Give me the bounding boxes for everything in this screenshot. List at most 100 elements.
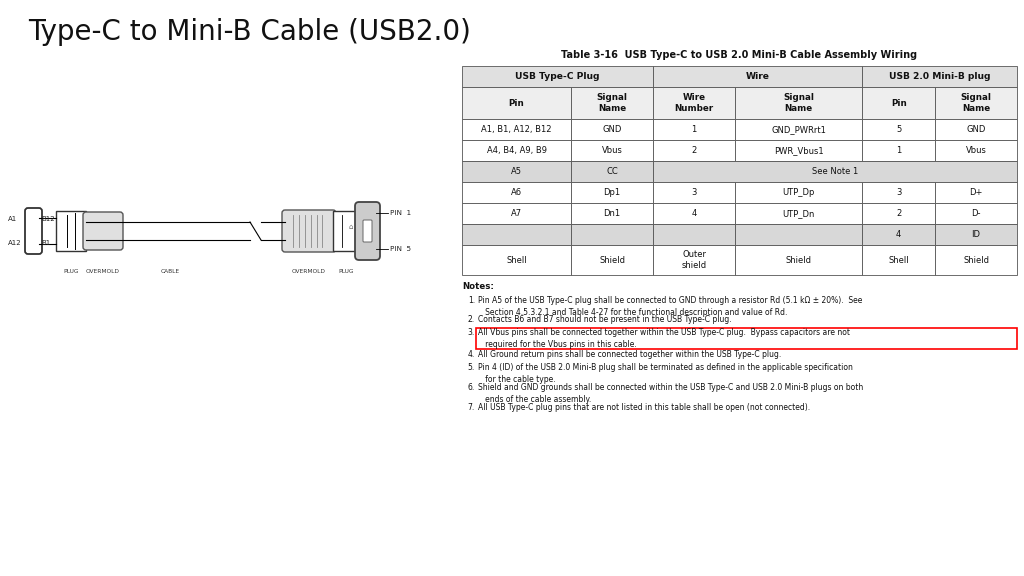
Text: Notes:: Notes:	[462, 282, 494, 291]
FancyBboxPatch shape	[282, 210, 336, 252]
Text: A7: A7	[511, 209, 522, 218]
Text: ID: ID	[972, 230, 981, 239]
Text: 1.: 1.	[468, 296, 475, 305]
Text: PLUG: PLUG	[63, 269, 79, 274]
Bar	[735, 87, 862, 119]
Text: USB 2.0 Mini-B plug: USB 2.0 Mini-B plug	[889, 72, 990, 81]
Bar	[462, 161, 571, 182]
FancyBboxPatch shape	[355, 202, 380, 260]
Bar	[333, 211, 359, 251]
Bar	[462, 203, 571, 224]
Text: ⌂: ⌂	[349, 224, 353, 230]
Bar	[56, 211, 86, 251]
Text: PLUG: PLUG	[338, 269, 353, 274]
Bar	[935, 245, 1017, 275]
Text: A1: A1	[8, 216, 17, 222]
Text: Pin: Pin	[509, 98, 524, 108]
Bar	[862, 87, 935, 119]
Text: Wire
Number: Wire Number	[675, 93, 714, 113]
Text: D-: D-	[972, 209, 981, 218]
Bar	[735, 119, 862, 140]
Bar	[653, 203, 735, 224]
Text: 3.: 3.	[468, 328, 475, 337]
Text: 3: 3	[691, 188, 696, 197]
Text: 5: 5	[896, 125, 901, 134]
Text: OVERMOLD: OVERMOLD	[86, 269, 120, 274]
Text: Vbus: Vbus	[602, 146, 623, 155]
Text: UTP_Dn: UTP_Dn	[782, 209, 815, 218]
Text: A6: A6	[511, 188, 522, 197]
Bar	[571, 87, 653, 119]
Text: 7.: 7.	[468, 403, 475, 412]
Text: OVERMOLD: OVERMOLD	[292, 269, 326, 274]
Bar	[571, 140, 653, 161]
Bar	[653, 182, 735, 203]
Bar	[862, 224, 935, 245]
Bar	[735, 203, 862, 224]
Bar	[935, 87, 1017, 119]
Text: Dp1: Dp1	[603, 188, 621, 197]
Bar	[653, 161, 1017, 182]
Text: 1: 1	[691, 125, 696, 134]
Bar	[935, 119, 1017, 140]
Text: 6.: 6.	[468, 383, 475, 392]
Text: Signal
Name: Signal Name	[783, 93, 814, 113]
Bar	[462, 66, 653, 87]
Text: Table 3-16  USB Type-C to USB 2.0 Mini-B Cable Assembly Wiring: Table 3-16 USB Type-C to USB 2.0 Mini-B …	[561, 50, 918, 60]
Text: See Note 1: See Note 1	[812, 167, 858, 176]
Text: 4: 4	[691, 209, 696, 218]
Bar	[571, 161, 653, 182]
Bar	[653, 140, 735, 161]
Bar	[862, 119, 935, 140]
Text: PIN  1: PIN 1	[390, 210, 411, 216]
Text: Shell: Shell	[889, 256, 909, 264]
Text: Shield and GND grounds shall be connected within the USB Type-C and USB 2.0 Mini: Shield and GND grounds shall be connecte…	[478, 383, 863, 404]
Text: All Ground return pins shall be connected together within the USB Type-C plug.: All Ground return pins shall be connecte…	[478, 350, 781, 359]
Text: PWR_Vbus1: PWR_Vbus1	[774, 146, 823, 155]
Bar	[571, 245, 653, 275]
Bar	[462, 140, 571, 161]
Text: 4: 4	[896, 230, 901, 239]
Bar	[571, 203, 653, 224]
Bar	[935, 140, 1017, 161]
Bar	[653, 224, 735, 245]
Text: 3: 3	[896, 188, 901, 197]
Text: Type-C to Mini-B Cable (USB2.0): Type-C to Mini-B Cable (USB2.0)	[28, 18, 471, 46]
Text: A12: A12	[8, 240, 22, 246]
Text: Shield: Shield	[963, 256, 989, 264]
Bar	[653, 245, 735, 275]
Text: Pin A5 of the USB Type-C plug shall be connected to GND through a resistor Rd (5: Pin A5 of the USB Type-C plug shall be c…	[478, 296, 862, 317]
Text: PIN  5: PIN 5	[390, 246, 411, 252]
Text: Shield: Shield	[599, 256, 625, 264]
Text: A1, B1, A12, B12: A1, B1, A12, B12	[481, 125, 552, 134]
Bar	[862, 140, 935, 161]
Bar	[735, 182, 862, 203]
Text: D+: D+	[970, 188, 983, 197]
Text: Shield: Shield	[785, 256, 812, 264]
FancyBboxPatch shape	[362, 220, 372, 242]
Text: 4.: 4.	[468, 350, 475, 359]
Text: A5: A5	[511, 167, 522, 176]
Text: Signal
Name: Signal Name	[597, 93, 628, 113]
Text: UTP_Dp: UTP_Dp	[782, 188, 815, 197]
Bar	[653, 119, 735, 140]
Text: Pin 4 (ID) of the USB 2.0 Mini-B plug shall be terminated as defined in the appl: Pin 4 (ID) of the USB 2.0 Mini-B plug sh…	[478, 363, 853, 384]
Text: Pin: Pin	[891, 98, 906, 108]
Bar	[935, 224, 1017, 245]
Text: 2: 2	[691, 146, 696, 155]
Bar	[735, 224, 862, 245]
Text: 1: 1	[896, 146, 901, 155]
Bar	[462, 182, 571, 203]
Text: B1: B1	[41, 240, 50, 246]
Text: 5.: 5.	[468, 363, 475, 372]
Text: GND: GND	[602, 125, 622, 134]
Bar	[735, 140, 862, 161]
Text: Outer
shield: Outer shield	[681, 250, 707, 270]
Bar	[462, 119, 571, 140]
Bar	[862, 203, 935, 224]
Bar	[571, 182, 653, 203]
Text: USB Type-C Plug: USB Type-C Plug	[515, 72, 600, 81]
Text: CABLE: CABLE	[161, 269, 179, 274]
Text: GND_PWRrt1: GND_PWRrt1	[771, 125, 826, 134]
Text: Dn1: Dn1	[603, 209, 621, 218]
